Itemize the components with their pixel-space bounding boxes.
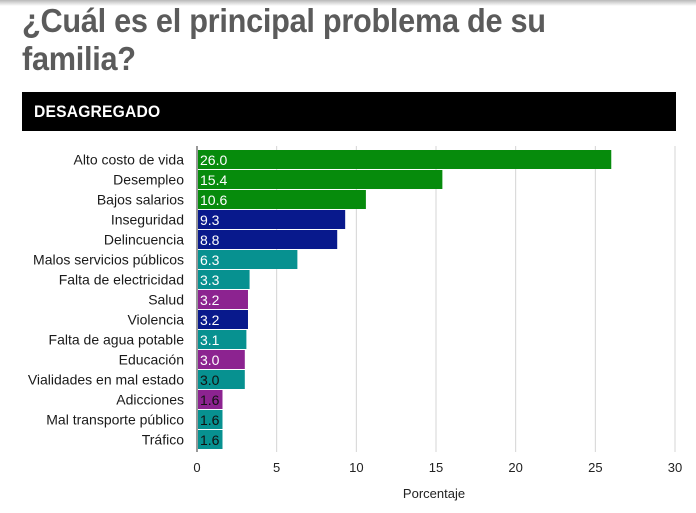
top-shadow <box>0 0 696 6</box>
bar <box>198 350 245 369</box>
x-axis-title: Porcentaje <box>403 486 465 501</box>
value-label: 8.8 <box>200 232 220 248</box>
value-labels: 26.0 15.4 10.6 9.3 8.8 6.3 3.3 3.2 3.2 3.1 3.0 3.0 1… <box>200 152 227 448</box>
value-label: 3.0 <box>200 372 220 388</box>
bar <box>198 370 245 389</box>
value-label: 9.3 <box>200 212 220 228</box>
category-label: Malos servicios públicos <box>33 252 184 268</box>
category-label: Mal transporte público <box>46 412 184 428</box>
bar <box>198 430 223 449</box>
category-label: Adicciones <box>116 392 184 408</box>
category-label: Bajos salarios <box>97 192 184 208</box>
value-label: 10.6 <box>200 192 227 208</box>
bars <box>198 150 612 449</box>
category-label: Salud <box>148 292 184 308</box>
bar <box>198 210 346 229</box>
category-label: Educación <box>119 352 184 368</box>
value-label: 26.0 <box>200 152 227 168</box>
page-title: ¿Cuál es el principal problema de su fam… <box>22 2 546 77</box>
x-tick-label: 0 <box>193 460 200 475</box>
bar <box>198 390 223 409</box>
category-label: Delincuencia <box>104 232 184 248</box>
x-tick-label: 25 <box>588 460 602 475</box>
x-tick-label: 5 <box>273 460 280 475</box>
category-label: Alto costo de vida <box>73 152 184 168</box>
value-label: 3.1 <box>200 332 220 348</box>
value-label: 1.6 <box>200 412 220 428</box>
category-label: Inseguridad <box>111 212 184 228</box>
value-label: 3.3 <box>200 272 220 288</box>
value-label: 15.4 <box>200 172 227 188</box>
x-tick-label: 30 <box>668 460 682 475</box>
value-label: 3.0 <box>200 352 220 368</box>
bar <box>198 270 250 289</box>
bar <box>198 150 612 169</box>
bar <box>198 230 338 249</box>
bar <box>198 310 248 329</box>
value-label: 1.6 <box>200 392 220 408</box>
bar <box>198 170 443 189</box>
bar <box>198 250 298 269</box>
category-label: Falta de agua potable <box>49 332 185 348</box>
section-header: DESAGREGADO <box>22 92 676 131</box>
value-label: 3.2 <box>200 312 220 328</box>
category-label: Desempleo <box>113 172 184 188</box>
value-label: 3.2 <box>200 292 220 308</box>
value-label: 1.6 <box>200 432 220 448</box>
bar <box>198 290 248 309</box>
value-label: 6.3 <box>200 252 220 268</box>
category-label: Vialidades en mal estado <box>28 372 184 388</box>
x-tick-label: 10 <box>349 460 363 475</box>
x-tick-label: 20 <box>508 460 522 475</box>
section-label: DESAGREGADO <box>34 102 161 121</box>
x-tick-labels: 0 5 10 15 20 25 30 <box>193 460 682 475</box>
bar <box>198 410 223 429</box>
bar <box>198 190 366 209</box>
category-label: Tráfico <box>142 432 184 448</box>
x-tick-label: 15 <box>429 460 443 475</box>
bar <box>198 330 247 349</box>
category-label: Violencia <box>127 312 184 328</box>
category-label: Falta de electricidad <box>59 272 184 288</box>
category-labels: Alto costo de vida Desempleo Bajos salario… <box>28 152 184 448</box>
